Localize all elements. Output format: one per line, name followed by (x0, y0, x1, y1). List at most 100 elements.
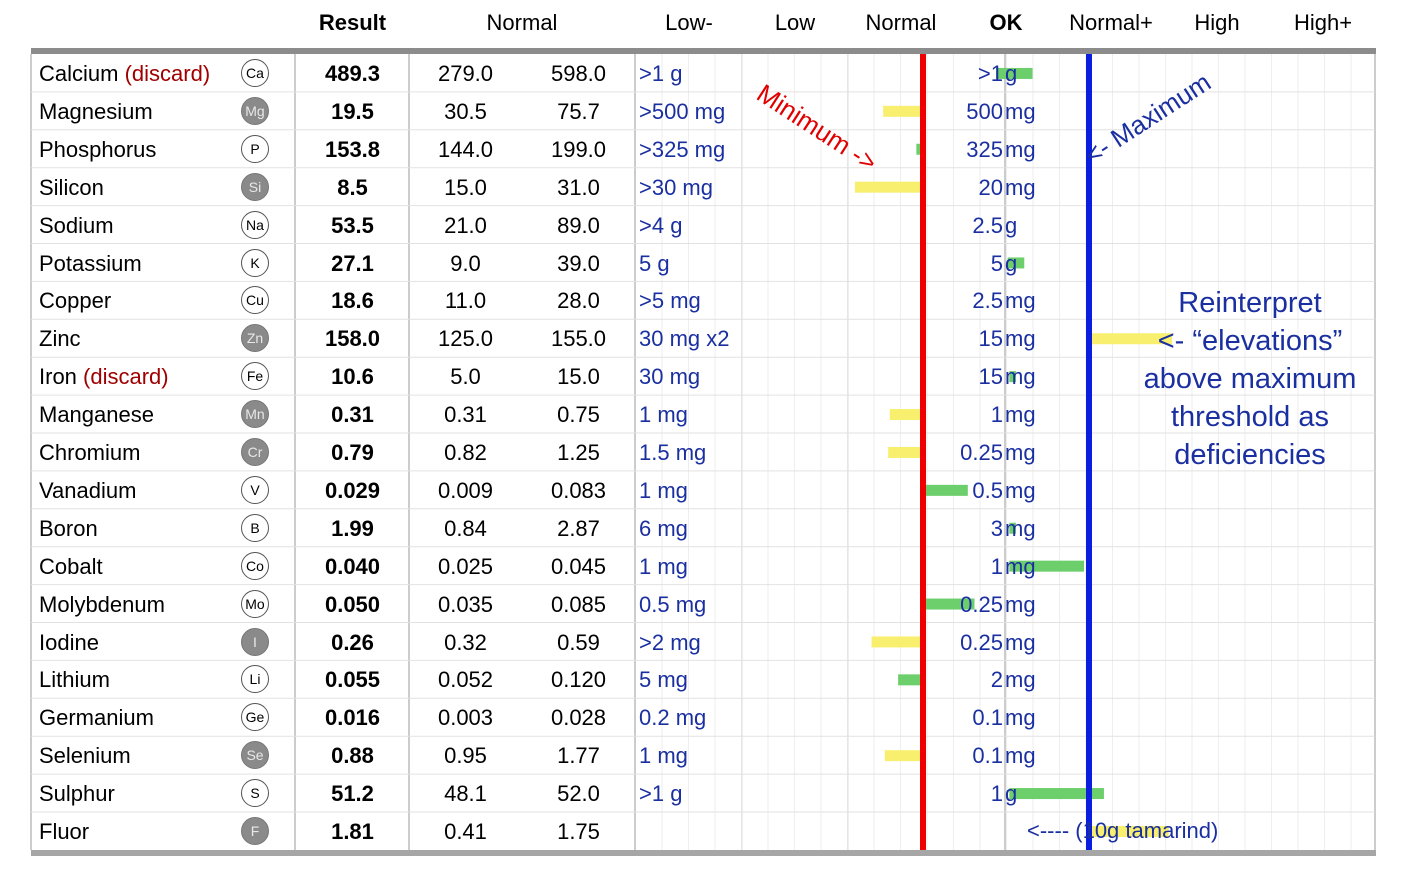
header-scale-ok: OK (989, 10, 1023, 35)
normal-low-value: 279.0 (437, 61, 494, 86)
element-symbol-badge: I (241, 627, 269, 656)
normal-low-value: 0.003 (437, 705, 494, 731)
header-scale-normal-plus: Normal+ (1069, 10, 1153, 35)
bar-chromium (888, 446, 923, 458)
normal-low-value: 9.0 (450, 250, 481, 276)
table-row: Magnesium Mg 19.5 30.5 75.7 >500 mg 500 mg (31, 92, 1376, 130)
bar-iodine (871, 636, 923, 648)
ok-value: 15 (978, 326, 1003, 352)
element-symbol-badge: B (241, 513, 269, 542)
result-value: 153.8 (324, 136, 381, 162)
ok-value: 1 (990, 781, 1003, 807)
dose-value: >325 mg (639, 136, 726, 162)
result-value: 1.99 (331, 515, 374, 541)
dose-value: 30 mg x2 (639, 326, 730, 352)
result-value: 19.5 (331, 98, 374, 124)
bar-potassium (1007, 257, 1025, 269)
table-row: Cobalt Co 0.040 0.025 0.045 1 mg 1 mg (31, 547, 1376, 585)
element-symbol-badge: F (241, 817, 269, 845)
table-row: Iodine I 0.26 0.32 0.59 >2 mg 0.25 mg (31, 623, 1376, 661)
element-symbol-badge: Fe (241, 362, 269, 391)
ok-value: 0.25 (960, 591, 1003, 617)
normal-low-value: 48.1 (444, 781, 487, 807)
dose-value: 6 mg (639, 515, 688, 541)
bar-fluor (1089, 825, 1169, 837)
normal-low-value: 0.41 (444, 819, 487, 844)
dose-value: 1.5 mg (639, 440, 707, 465)
bar-iron (1009, 371, 1016, 383)
ok-unit: mg (1005, 326, 1036, 352)
normal-high-value: 199.0 (550, 136, 607, 162)
reinterpret-line-3: above maximum (1143, 363, 1357, 395)
ok-unit: mg (1005, 136, 1036, 162)
header-scale-high-plus: High+ (1293, 10, 1353, 35)
result-value: 0.26 (331, 629, 374, 655)
bar-cobalt (1009, 560, 1085, 572)
result-value: 0.040 (324, 553, 381, 579)
mineral-name: Cobalt (39, 547, 103, 585)
mineral-name: Silicon (39, 168, 104, 206)
ok-value: 1 (990, 402, 1003, 428)
bar-molybdenum (923, 598, 975, 610)
table-row: Copper Cu 18.6 11.0 28.0 >5 mg 2.5 mg (31, 281, 1376, 319)
mineral-name-text: Selenium (39, 743, 131, 769)
mineral-name: Potassium (39, 244, 142, 282)
mineral-name: Zinc (39, 319, 81, 357)
ok-value: 0.1 (972, 705, 1003, 731)
mineral-name-text: Magnesium (39, 98, 153, 124)
ok-value: 2.5 (972, 288, 1003, 314)
normal-low-value: 144.0 (437, 136, 494, 162)
mineral-name-text: Molybdenum (39, 591, 165, 617)
mineral-name-text: Vanadium (39, 477, 137, 503)
dose-value: 1 mg (639, 553, 688, 579)
ok-unit: mg (1005, 174, 1036, 200)
mineral-name-text: Lithium (39, 667, 110, 693)
ok-unit: mg (1005, 667, 1036, 693)
table-row: Iron (discard) Fe 10.6 5.0 15.0 30 mg 15 mg (31, 357, 1376, 395)
mineral-name: Calcium (discard) (39, 54, 210, 92)
normal-low-value: 5.0 (450, 364, 481, 390)
ok-value: >1 (977, 61, 1003, 86)
table-row: Phosphorus P 153.8 144.0 199.0 >325 mg 325 mg (31, 130, 1376, 168)
element-symbol-badge: Mo (241, 589, 269, 618)
mineral-name: Boron (39, 509, 98, 547)
normal-high-value: 1.25 (557, 440, 600, 465)
result-value: 0.016 (324, 705, 381, 731)
result-value: 8.5 (337, 174, 368, 200)
table-row: Chromium Cr 0.79 0.82 1.25 1.5 mg 0.25 mg (31, 433, 1376, 471)
ok-unit: mg (1005, 553, 1036, 579)
normal-high-value: 0.75 (557, 402, 600, 428)
ok-unit: mg (1005, 364, 1036, 390)
dose-value: 0.5 mg (639, 591, 707, 617)
result-value: 0.79 (331, 440, 374, 465)
result-value: 18.6 (331, 288, 374, 314)
element-symbol-badge: Zn (241, 324, 269, 353)
table-row: Silicon Si 8.5 15.0 31.0 >30 mg 20 mg (31, 168, 1376, 206)
normal-high-value: 52.0 (557, 781, 600, 807)
mineral-name: Molybdenum (39, 585, 165, 623)
ok-unit: mg (1005, 705, 1036, 731)
ok-unit: g (1005, 781, 1018, 807)
mineral-name-text: Copper (39, 288, 112, 314)
dose-value: >30 mg (639, 174, 713, 200)
table-row: Selenium Se 0.88 0.95 1.77 1 mg 0.1 mg (31, 736, 1376, 774)
mineral-name: Selenium (39, 736, 131, 774)
bar-phosphorus (916, 143, 923, 155)
mineral-name: Manganese (39, 395, 154, 433)
result-value: 0.050 (324, 591, 381, 617)
mineral-name: Phosphorus (39, 130, 156, 168)
element-symbol-badge: Ca (241, 59, 269, 87)
mineral-name-text: Iodine (39, 629, 99, 655)
mineral-name-text: Germanium (39, 705, 154, 731)
bar-manganese (889, 409, 923, 421)
normal-low-value: 0.82 (444, 440, 487, 465)
element-symbol-badge: Si (241, 172, 269, 201)
ok-value: 20 (978, 174, 1003, 200)
dose-value: 1 mg (639, 402, 688, 428)
element-symbol-badge: Co (241, 551, 269, 580)
ok-unit: mg (1005, 477, 1036, 503)
mineral-name-text: Calcium (39, 61, 119, 86)
table-bottom-border (31, 850, 1376, 856)
result-value: 0.029 (324, 477, 381, 503)
bar-lithium (898, 674, 923, 686)
